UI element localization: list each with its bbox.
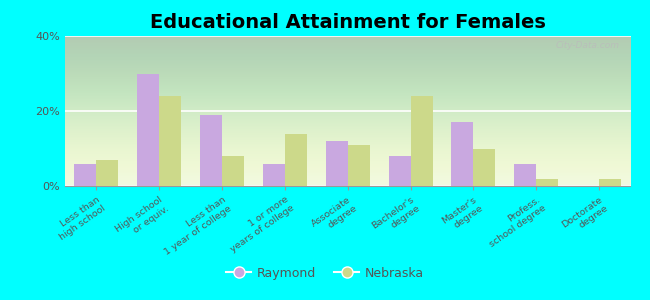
Bar <box>536 178 558 186</box>
Bar <box>200 115 222 186</box>
Bar <box>599 178 621 186</box>
Text: City-Data.com: City-Data.com <box>555 40 619 50</box>
Bar <box>285 134 307 186</box>
Bar <box>473 148 495 186</box>
Bar <box>514 164 536 186</box>
Bar <box>411 96 432 186</box>
Bar <box>159 96 181 186</box>
Bar <box>389 156 411 186</box>
Bar <box>451 122 473 186</box>
Bar <box>326 141 348 186</box>
Bar <box>348 145 370 186</box>
Legend: Raymond, Nebraska: Raymond, Nebraska <box>222 262 428 285</box>
Bar <box>74 164 96 186</box>
Bar <box>222 156 244 186</box>
Bar <box>263 164 285 186</box>
Bar <box>96 160 118 186</box>
Bar <box>137 74 159 186</box>
Title: Educational Attainment for Females: Educational Attainment for Females <box>150 13 546 32</box>
